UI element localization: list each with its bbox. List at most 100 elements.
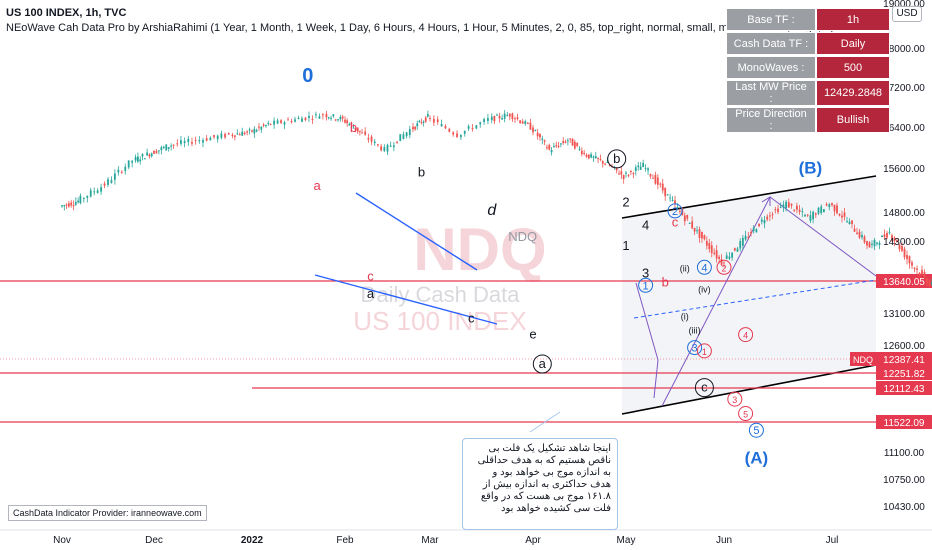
- wave-label: a: [367, 286, 375, 301]
- candle-body: [893, 237, 896, 242]
- level-tag-bg: [876, 415, 932, 429]
- candle-body: [713, 252, 716, 254]
- y-tick-label: 10430.00: [883, 502, 925, 513]
- wave-label: 2: [721, 263, 726, 273]
- wave-label: 3: [692, 343, 698, 355]
- candle-body: [649, 174, 652, 177]
- horizontal-levels: 13640.05 12251.82 12112.43 11522.09 NDQ 12387…: [0, 274, 932, 429]
- wave-label: NDQ: [508, 229, 537, 244]
- candle-body: [396, 141, 398, 143]
- candle-body: [576, 142, 579, 146]
- x-tick-label: Feb: [336, 535, 354, 546]
- candle-body: [463, 130, 466, 134]
- triangle-upper-line: [355, 192, 478, 271]
- candle-body: [460, 134, 462, 138]
- candle-body: [506, 114, 509, 116]
- candle-body: [424, 117, 427, 122]
- wave-label: 1: [702, 347, 707, 357]
- candle-body: [432, 118, 435, 123]
- wave-label: 1: [643, 280, 649, 292]
- level-tag-text: 11522.09: [884, 418, 925, 429]
- candle-body: [926, 278, 928, 284]
- candle-body: [526, 122, 529, 124]
- candle-body: [246, 131, 248, 133]
- candle-body: [383, 147, 386, 151]
- info-value: 12429.2848: [816, 80, 890, 106]
- currency-badge[interactable]: USD: [892, 6, 922, 22]
- candle-body: [916, 268, 918, 271]
- candle-body: [501, 118, 503, 120]
- candle-body: [913, 267, 916, 269]
- candle-body: [715, 250, 718, 259]
- analysis-note: اینجا شاهد تشکیل یک فلت بی ناقص هستیم که…: [462, 438, 618, 530]
- info-table: Base TF :1h Cash Data TF : Daily MonoWaves …: [726, 7, 890, 134]
- candle-body: [96, 190, 99, 194]
- candle-body: [601, 160, 604, 164]
- level-tag-bg: [876, 381, 932, 395]
- candle-body: [124, 166, 127, 171]
- candle-body: [744, 235, 747, 240]
- candle-body: [731, 252, 733, 258]
- wave-label: c: [701, 380, 708, 395]
- candle-body: [524, 121, 527, 124]
- info-key: Price Direction :: [726, 107, 816, 133]
- x-tick-label: Nov: [53, 535, 71, 546]
- candle-body: [566, 140, 569, 142]
- candle-body: [498, 115, 501, 119]
- candle-body: [301, 118, 303, 122]
- candle-body: [325, 113, 328, 118]
- candle-body: [585, 154, 588, 157]
- candle-body: [720, 259, 723, 265]
- candle-body: [490, 116, 493, 121]
- y-tick-label: 12600.00: [883, 341, 925, 352]
- candle-body: [170, 145, 173, 147]
- candle-body: [679, 210, 681, 212]
- candle-body: [693, 227, 696, 232]
- candle-body: [408, 129, 411, 136]
- wave-label-circle: [738, 406, 754, 422]
- y-tick-label: 10750.00: [883, 475, 925, 486]
- candle-body: [311, 118, 314, 120]
- wave-label: 2: [622, 195, 629, 210]
- candle-body: [521, 121, 524, 124]
- x-tick-label: Jun: [716, 535, 732, 546]
- candle-body: [267, 123, 270, 125]
- candle-body: [688, 222, 691, 224]
- candle-body: [337, 119, 339, 121]
- channel-top-line: [621, 175, 877, 219]
- candle-body: [77, 200, 79, 203]
- candle-body: [253, 128, 256, 134]
- candle-body: [516, 117, 519, 120]
- candle-body: [664, 187, 667, 197]
- candle-body: [89, 190, 92, 197]
- candle-body: [763, 220, 766, 224]
- candle-body: [172, 144, 175, 146]
- candle-body: [733, 248, 736, 251]
- candle-body: [532, 127, 534, 133]
- candle-body: [782, 204, 785, 208]
- candle-body: [276, 120, 279, 124]
- candle-body: [304, 117, 307, 121]
- candle-body: [642, 162, 645, 167]
- wave-label: 3: [732, 395, 737, 405]
- candle-body: [550, 150, 553, 153]
- wave-label: (B): [799, 159, 823, 178]
- wave-label: (ii): [680, 263, 690, 273]
- wave-label: (iv): [698, 284, 711, 294]
- candle-body: [496, 114, 498, 116]
- candle-body: [578, 148, 581, 150]
- candle-body: [224, 133, 226, 138]
- y-tick-label: 14300.00: [883, 237, 925, 248]
- wave-label: b: [662, 274, 669, 289]
- candle-body: [318, 116, 321, 119]
- candle-body: [534, 130, 537, 132]
- candle-body: [886, 232, 888, 238]
- candle-body: [736, 248, 739, 252]
- provider-label: CashData Indicator Provider: iranneowave…: [8, 505, 207, 521]
- candle-body: [61, 205, 63, 207]
- candle-body: [213, 135, 215, 138]
- candle-body: [573, 141, 576, 149]
- candle-body: [639, 166, 642, 170]
